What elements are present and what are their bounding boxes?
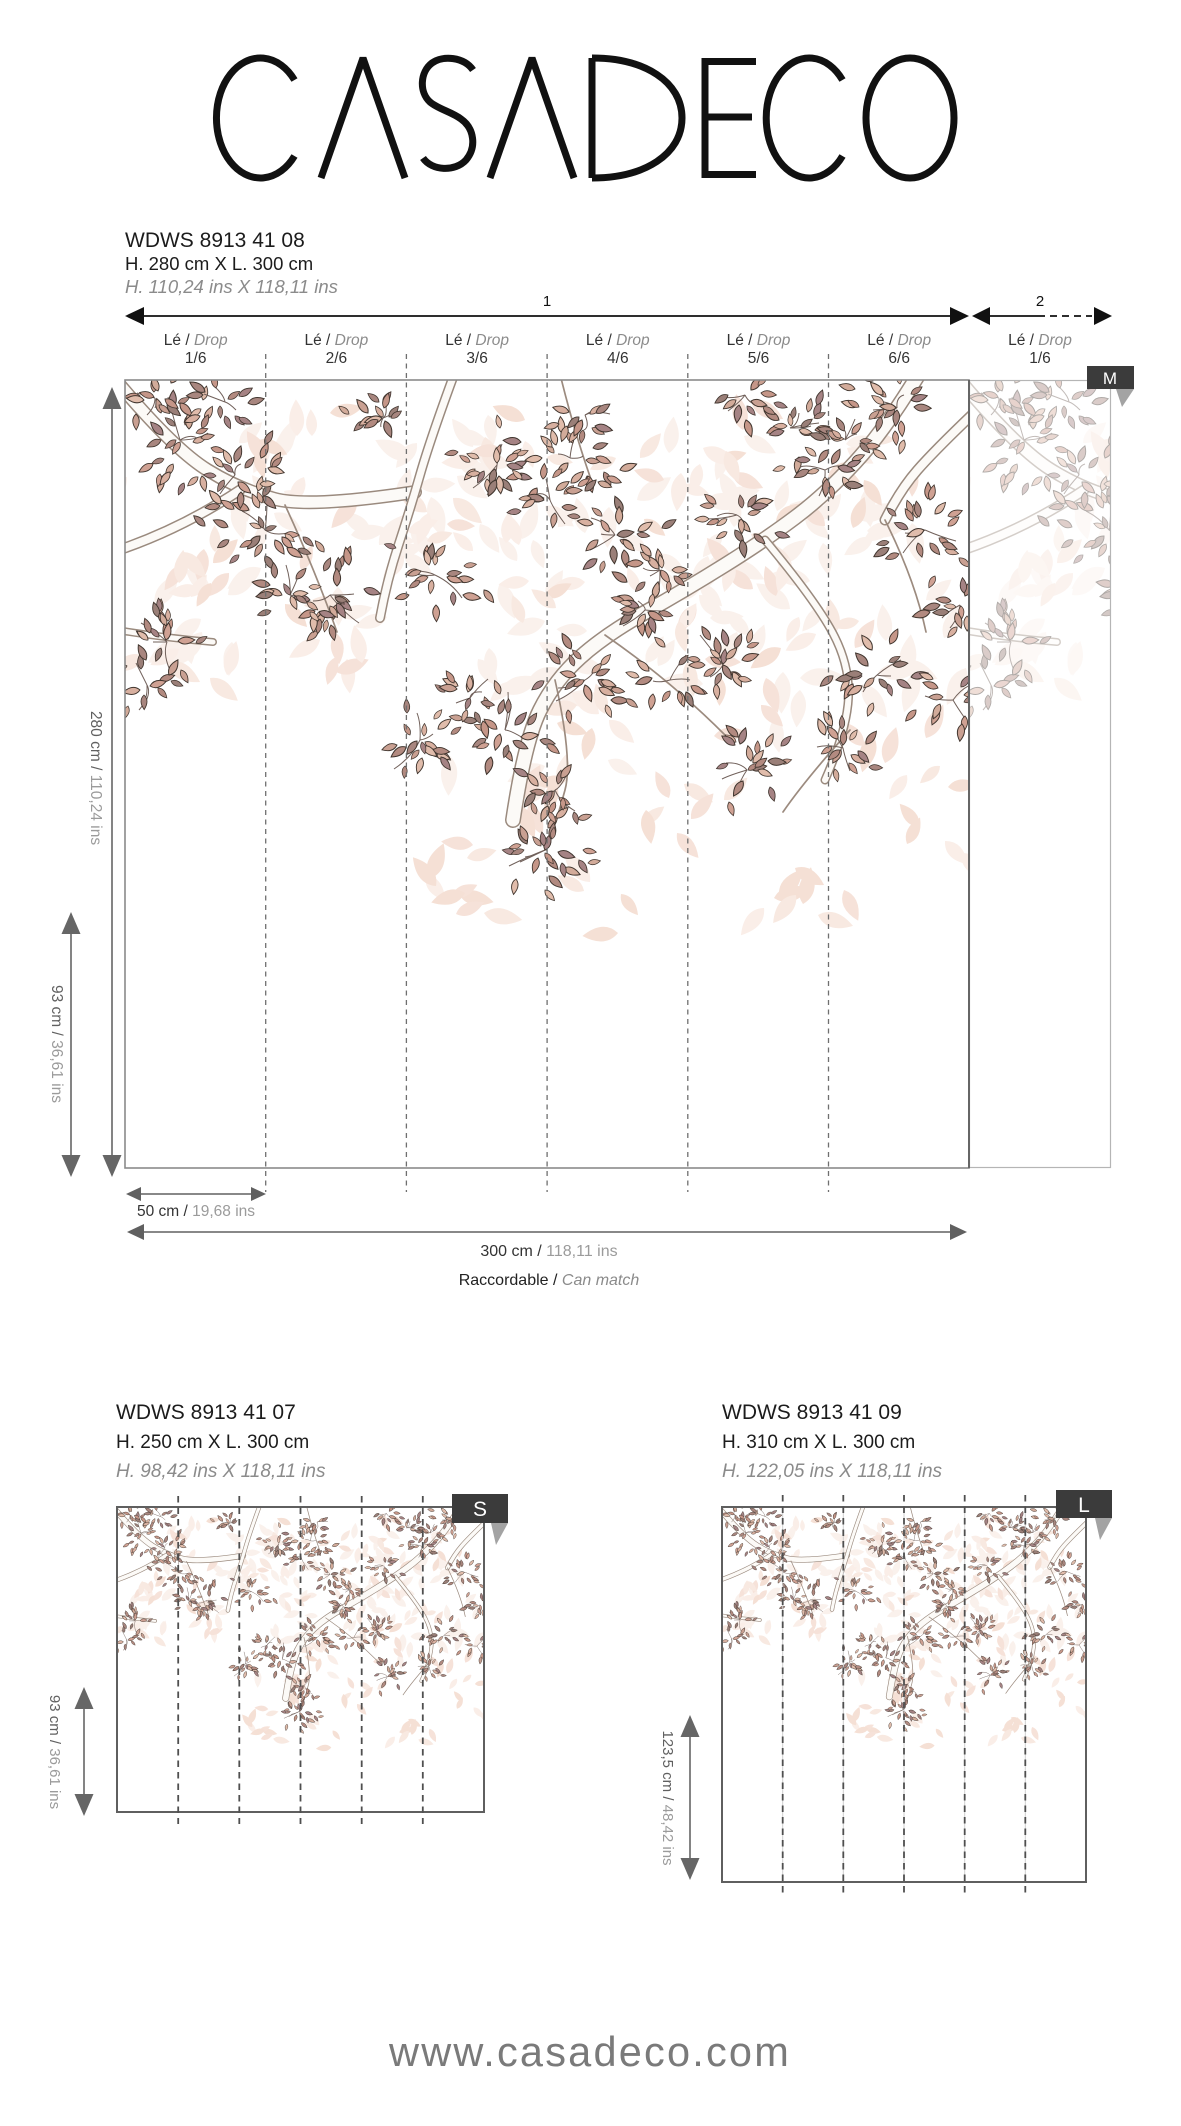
svg-text:Lé / Drop: Lé / Drop [164,332,228,349]
svg-text:93 cm / 36,61 ins: 93 cm / 36,61 ins [48,985,65,1103]
svg-text:M: M [1103,369,1117,388]
svg-text:L: L [1078,1494,1090,1517]
svg-text:S: S [473,1498,487,1521]
svg-text:5/6: 5/6 [748,350,770,367]
svg-text:2/6: 2/6 [326,350,348,367]
svg-text:4/6: 4/6 [607,350,629,367]
svg-text:93 cm / 36,61 ins: 93 cm / 36,61 ins [46,1695,63,1809]
svg-text:H. 250 cm X L. 300 cm: H. 250 cm X L. 300 cm [116,1432,309,1453]
svg-text:WDWS 8913 41 08: WDWS 8913 41 08 [125,229,305,252]
svg-text:H. 310 cm X L. 300 cm: H. 310 cm X L. 300 cm [722,1432,915,1453]
svg-text:Lé / Drop: Lé / Drop [1008,332,1072,349]
svg-text:WDWS 8913 41 07: WDWS 8913 41 07 [116,1401,296,1424]
svg-text:Lé / Drop: Lé / Drop [445,332,509,349]
svg-text:WDWS 8913 41 09: WDWS 8913 41 09 [722,1401,902,1424]
svg-text:1: 1 [543,293,551,310]
svg-text:1/6: 1/6 [185,350,207,367]
svg-text:2: 2 [1036,293,1044,310]
svg-text:123,5 cm / 48,42 ins: 123,5 cm / 48,42 ins [659,1730,676,1865]
svg-text:H. 110,24 ins X 118,11 ins: H. 110,24 ins X 118,11 ins [125,276,338,297]
svg-text:50 cm / 19,68 ins: 50 cm / 19,68 ins [137,1203,255,1220]
svg-text:Lé / Drop: Lé / Drop [586,332,650,349]
svg-text:H. 122,05 ins X 118,11 ins: H. 122,05 ins X 118,11 ins [722,1461,943,1482]
svg-text:H. 280 cm X L. 300 cm: H. 280 cm X L. 300 cm [125,253,313,274]
svg-text:1/6: 1/6 [1029,350,1051,367]
svg-text:www.casadeco.com: www.casadeco.com [388,2028,791,2075]
svg-text:Lé / Drop: Lé / Drop [305,332,369,349]
svg-text:300 cm / 118,11 ins: 300 cm / 118,11 ins [480,1243,617,1260]
svg-text:6/6: 6/6 [888,350,910,367]
svg-text:280 cm / 110,24 ins: 280 cm / 110,24 ins [87,711,104,845]
svg-text:3/6: 3/6 [466,350,488,367]
svg-text:Lé / Drop: Lé / Drop [867,332,931,349]
svg-text:Raccordable / Can match: Raccordable / Can match [459,1272,640,1289]
svg-text:H. 98,42 ins X 118,11 ins: H. 98,42 ins X 118,11 ins [116,1461,326,1482]
svg-text:Lé / Drop: Lé / Drop [727,332,791,349]
